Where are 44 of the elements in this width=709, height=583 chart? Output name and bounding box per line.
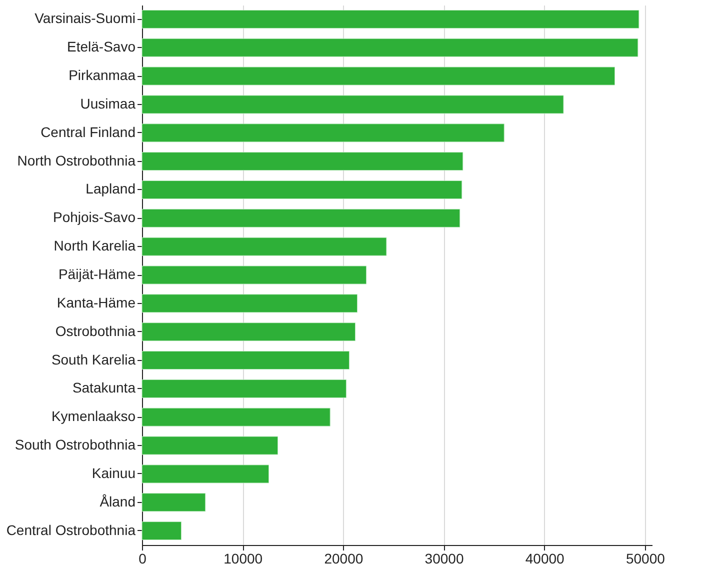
y-tick-label: Central Ostrobothnia bbox=[6, 522, 136, 538]
y-tick-label: Central Finland bbox=[40, 124, 136, 140]
bar bbox=[142, 351, 350, 370]
bar bbox=[142, 408, 330, 426]
x-tick-label: 50000 bbox=[626, 550, 666, 566]
y-tick-label: Pohjois-Savo bbox=[53, 209, 136, 226]
bar bbox=[142, 436, 278, 455]
y-tick-label: Kymenlaakso bbox=[51, 408, 136, 424]
x-tick-label: 40000 bbox=[525, 550, 565, 566]
bar bbox=[142, 10, 640, 28]
bar bbox=[142, 322, 356, 342]
bar bbox=[142, 493, 206, 512]
bar bbox=[142, 522, 182, 540]
y-tick-label: Åland bbox=[100, 493, 136, 510]
y-tick-label: Lapland bbox=[86, 180, 136, 197]
bar bbox=[142, 95, 564, 114]
bar bbox=[142, 180, 462, 199]
x-tick-label: 0 bbox=[138, 550, 147, 566]
bar bbox=[142, 124, 504, 142]
y-tick-label: Etelä-Savo bbox=[67, 38, 136, 55]
y-tick-label: Satakunta bbox=[72, 380, 136, 396]
x-tick-label: 10000 bbox=[224, 550, 263, 566]
bar bbox=[142, 152, 464, 171]
bar bbox=[142, 66, 616, 86]
y-tick-label: Ostrobothnia bbox=[55, 322, 136, 339]
bar bbox=[142, 266, 367, 284]
y-tick-label: North Ostrobothnia bbox=[17, 152, 136, 168]
bar bbox=[142, 294, 358, 313]
y-tick-label: Kainuu bbox=[92, 464, 136, 481]
y-tick-label: Uusimaa bbox=[80, 95, 136, 112]
x-tick-label: 30000 bbox=[424, 550, 464, 566]
y-tick-label: Kanta-Häme bbox=[56, 294, 136, 310]
bar bbox=[142, 379, 346, 398]
y-tick-label: South Ostrobothnia bbox=[14, 436, 136, 453]
bar bbox=[142, 237, 387, 256]
y-tick-label: Pirkanmaa bbox=[68, 67, 136, 84]
bar bbox=[142, 464, 269, 484]
bar bbox=[142, 208, 460, 228]
y-tick-label: Päijät-Häme bbox=[58, 266, 136, 282]
y-tick-label: Varsinais-Suomi bbox=[34, 10, 136, 26]
y-tick-label: South Karelia bbox=[51, 351, 136, 368]
bar bbox=[142, 38, 638, 57]
y-tick-label: North Karelia bbox=[54, 238, 136, 254]
x-tick-label: 20000 bbox=[324, 550, 364, 566]
